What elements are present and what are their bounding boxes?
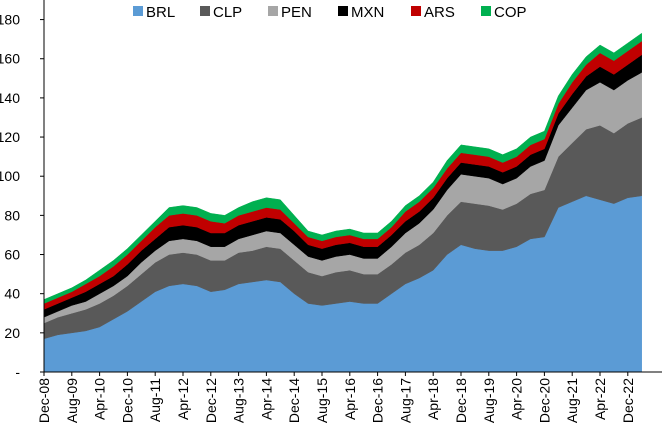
legend-swatch-brl (133, 6, 143, 16)
x-tick-label: Dec-08 (36, 378, 52, 423)
legend-swatch-clp (200, 6, 210, 16)
x-tick-label: Apr-22 (592, 378, 608, 420)
y-tick-label: 20 (4, 325, 20, 341)
legend: BRL CLP PEN MXN ARS COP (133, 4, 527, 21)
x-tick-label: Apr-16 (342, 378, 358, 420)
x-tick-label: Aug-13 (231, 378, 247, 423)
y-tick-label: 160 (0, 51, 20, 67)
y-tick-label: 60 (4, 247, 20, 263)
legend-label-pen: PEN (281, 4, 312, 21)
x-tick-label: Dec-10 (119, 378, 135, 423)
x-tick-label: Apr-14 (258, 378, 274, 420)
y-tick-label: 80 (4, 207, 20, 223)
y-tick-label: 120 (0, 129, 20, 145)
y-tick-label: 180 (0, 12, 20, 28)
x-tick-label: Aug-19 (481, 378, 497, 423)
x-tick-label: Aug-11 (147, 378, 163, 422)
legend-swatch-ars (411, 6, 421, 16)
x-tick-label: Dec-20 (536, 378, 552, 423)
x-tick-label: Dec-16 (370, 378, 386, 423)
legend-label-mxn: MXN (351, 4, 384, 21)
legend-swatch-cop (481, 6, 491, 16)
y-tick-label: 100 (0, 168, 20, 184)
legend-swatch-mxn (338, 6, 348, 16)
axes: - 20 40 60 80 100 120 140 160 180 Dec-08 Aug-09 Apr-… (0, 0, 662, 423)
x-tick-label: Apr-18 (425, 378, 441, 420)
x-tick-label: Dec-12 (203, 378, 219, 423)
area-layers (43, 33, 642, 373)
x-tick-label: Dec-18 (453, 378, 469, 423)
y-tick-label: 40 (4, 286, 20, 302)
area-cop (43, 33, 642, 304)
legend-label-clp: CLP (213, 4, 242, 21)
x-tick-label: Apr-10 (92, 378, 108, 420)
x-tick-label: Aug-21 (564, 378, 580, 423)
x-tick-label: Aug-15 (314, 378, 330, 423)
legend-label-ars: ARS (424, 4, 455, 21)
x-tick-label: Dec-14 (286, 378, 302, 423)
y-tick-label: - (15, 364, 20, 380)
legend-label-brl: BRL (146, 4, 175, 21)
x-tick-label: Dec-22 (620, 378, 636, 423)
x-tick-label: Apr-12 (175, 378, 191, 420)
x-tick-label: Apr-20 (509, 378, 525, 420)
x-tick-label: Aug-09 (64, 378, 80, 423)
y-tick-label: 140 (0, 90, 20, 106)
x-tick-label: Aug-17 (397, 378, 413, 423)
legend-swatch-pen (268, 6, 278, 16)
legend-label-cop: COP (494, 4, 527, 21)
